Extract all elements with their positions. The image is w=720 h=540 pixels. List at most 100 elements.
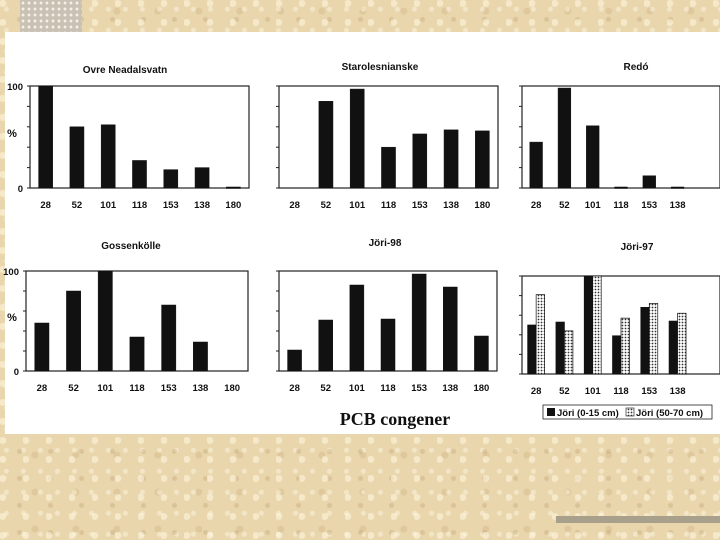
bar <box>318 101 334 189</box>
bar <box>614 186 628 189</box>
bar <box>349 284 365 372</box>
bar <box>586 125 600 189</box>
x-tick-label: 138 <box>670 386 686 397</box>
y-tick-label: 100 <box>3 267 19 278</box>
x-tick-label: 118 <box>380 383 395 394</box>
x-tick-label: 28 <box>289 200 300 211</box>
x-tick-label: 180 <box>474 200 490 211</box>
bar <box>411 273 427 372</box>
bar <box>592 275 602 375</box>
bar <box>132 160 147 189</box>
x-tick-label: 101 <box>585 386 602 397</box>
x-tick-label: 28 <box>40 200 51 211</box>
bar <box>287 349 302 372</box>
legend: Jöri (0-15 cm) Jöri (50-70 cm) <box>542 404 713 420</box>
x-tick-label: 101 <box>97 383 114 394</box>
x-tick-label: 52 <box>320 383 331 394</box>
y-axis-label: % <box>7 128 17 140</box>
x-tick-label: 28 <box>531 200 542 211</box>
bar <box>194 167 210 189</box>
chart-title: Starolesnianske <box>342 62 419 73</box>
bar <box>129 336 145 372</box>
x-tick-label: 138 <box>443 200 459 211</box>
x-tick-label: 138 <box>442 383 458 394</box>
x-tick-label: 52 <box>559 386 570 397</box>
bar <box>381 146 396 189</box>
bar <box>529 141 543 189</box>
x-tick-label: 180 <box>225 200 241 211</box>
bar <box>670 186 685 189</box>
bar <box>97 270 113 372</box>
x-tick-label: 138 <box>670 200 686 211</box>
bar <box>443 129 459 189</box>
y-axis-label: % <box>7 312 17 324</box>
x-tick-label: 28 <box>531 386 542 397</box>
bar <box>642 175 656 189</box>
legend-entry: Jöri (0-15 cm) <box>557 408 619 419</box>
bar <box>640 307 650 375</box>
bar <box>612 335 622 375</box>
x-tick-label: 153 <box>641 386 657 397</box>
x-tick-label: 118 <box>132 200 147 211</box>
x-tick-label: 153 <box>161 383 177 394</box>
x-tick-label: 28 <box>37 383 48 394</box>
bar <box>38 85 53 189</box>
x-axis-title: PCB congener <box>340 409 450 429</box>
y-tick-label: 0 <box>14 367 19 378</box>
chart-title: Jöri-98 <box>369 238 402 249</box>
x-tick-label: 138 <box>194 200 210 211</box>
x-tick-label: 28 <box>289 383 300 394</box>
x-tick-label: 52 <box>72 200 83 211</box>
bar <box>620 317 630 375</box>
x-tick-label: 180 <box>473 383 489 394</box>
chart-panel-1: Ovre Neadalsvatn 28 52 101 118 153 138 180 100 0% <box>7 65 250 211</box>
bar <box>475 130 490 189</box>
x-tick-label: 118 <box>381 200 396 211</box>
legend-swatch-solid <box>547 408 555 416</box>
x-tick-label: 138 <box>192 383 208 394</box>
y-tick-label: 0 <box>18 184 23 195</box>
x-tick-label: 180 <box>224 383 240 394</box>
accent-bar <box>556 516 720 523</box>
bar <box>380 318 396 372</box>
chart-title: Jöri-97 <box>621 242 654 253</box>
bar <box>100 124 116 189</box>
x-tick-label: 118 <box>613 386 628 397</box>
chart-panel-5: Jöri-98 28 52 101 118 153 138 180 <box>276 238 498 394</box>
x-tick-label: 153 <box>641 200 657 211</box>
bar <box>349 88 365 189</box>
x-tick-label: 118 <box>129 383 144 394</box>
bar <box>161 304 177 372</box>
chart-panel-2: Starolesnianske 28 52 101 118 153 138 180 <box>276 62 499 211</box>
x-tick-label: 52 <box>559 200 570 211</box>
bar <box>564 330 574 375</box>
x-tick-label: 101 <box>349 383 366 394</box>
plot-frame <box>521 85 720 189</box>
bar <box>318 319 333 372</box>
bar <box>555 321 565 375</box>
bar <box>412 133 428 189</box>
chart-title: Gossenkölle <box>101 241 161 252</box>
bar <box>668 320 678 375</box>
bar <box>557 87 572 189</box>
x-tick-label: 101 <box>585 200 602 211</box>
dotted-corner-tile <box>20 0 82 32</box>
chart-panel-3: Redó 28 52 101 118 153 138 <box>519 62 720 211</box>
x-tick-label: 153 <box>163 200 179 211</box>
bar <box>226 186 241 189</box>
bar <box>474 335 489 372</box>
bar <box>443 286 458 372</box>
chart-title: Redó <box>624 62 649 73</box>
x-tick-label: 52 <box>321 200 332 211</box>
bar <box>163 169 179 189</box>
bar <box>677 312 687 375</box>
bar <box>583 275 594 375</box>
bar <box>527 324 537 375</box>
x-tick-label: 153 <box>411 383 427 394</box>
chart-panel-4: Gossenkölle 28 52 101 118 153 138 180 100 0% <box>3 241 249 394</box>
chart-panel-6: Jöri-97 28 52 101 118 153 138 Jöri (0-15 cm) Jör… <box>519 242 720 420</box>
bar <box>69 126 85 189</box>
legend-swatch-dotted <box>625 407 635 417</box>
bar <box>535 294 545 375</box>
